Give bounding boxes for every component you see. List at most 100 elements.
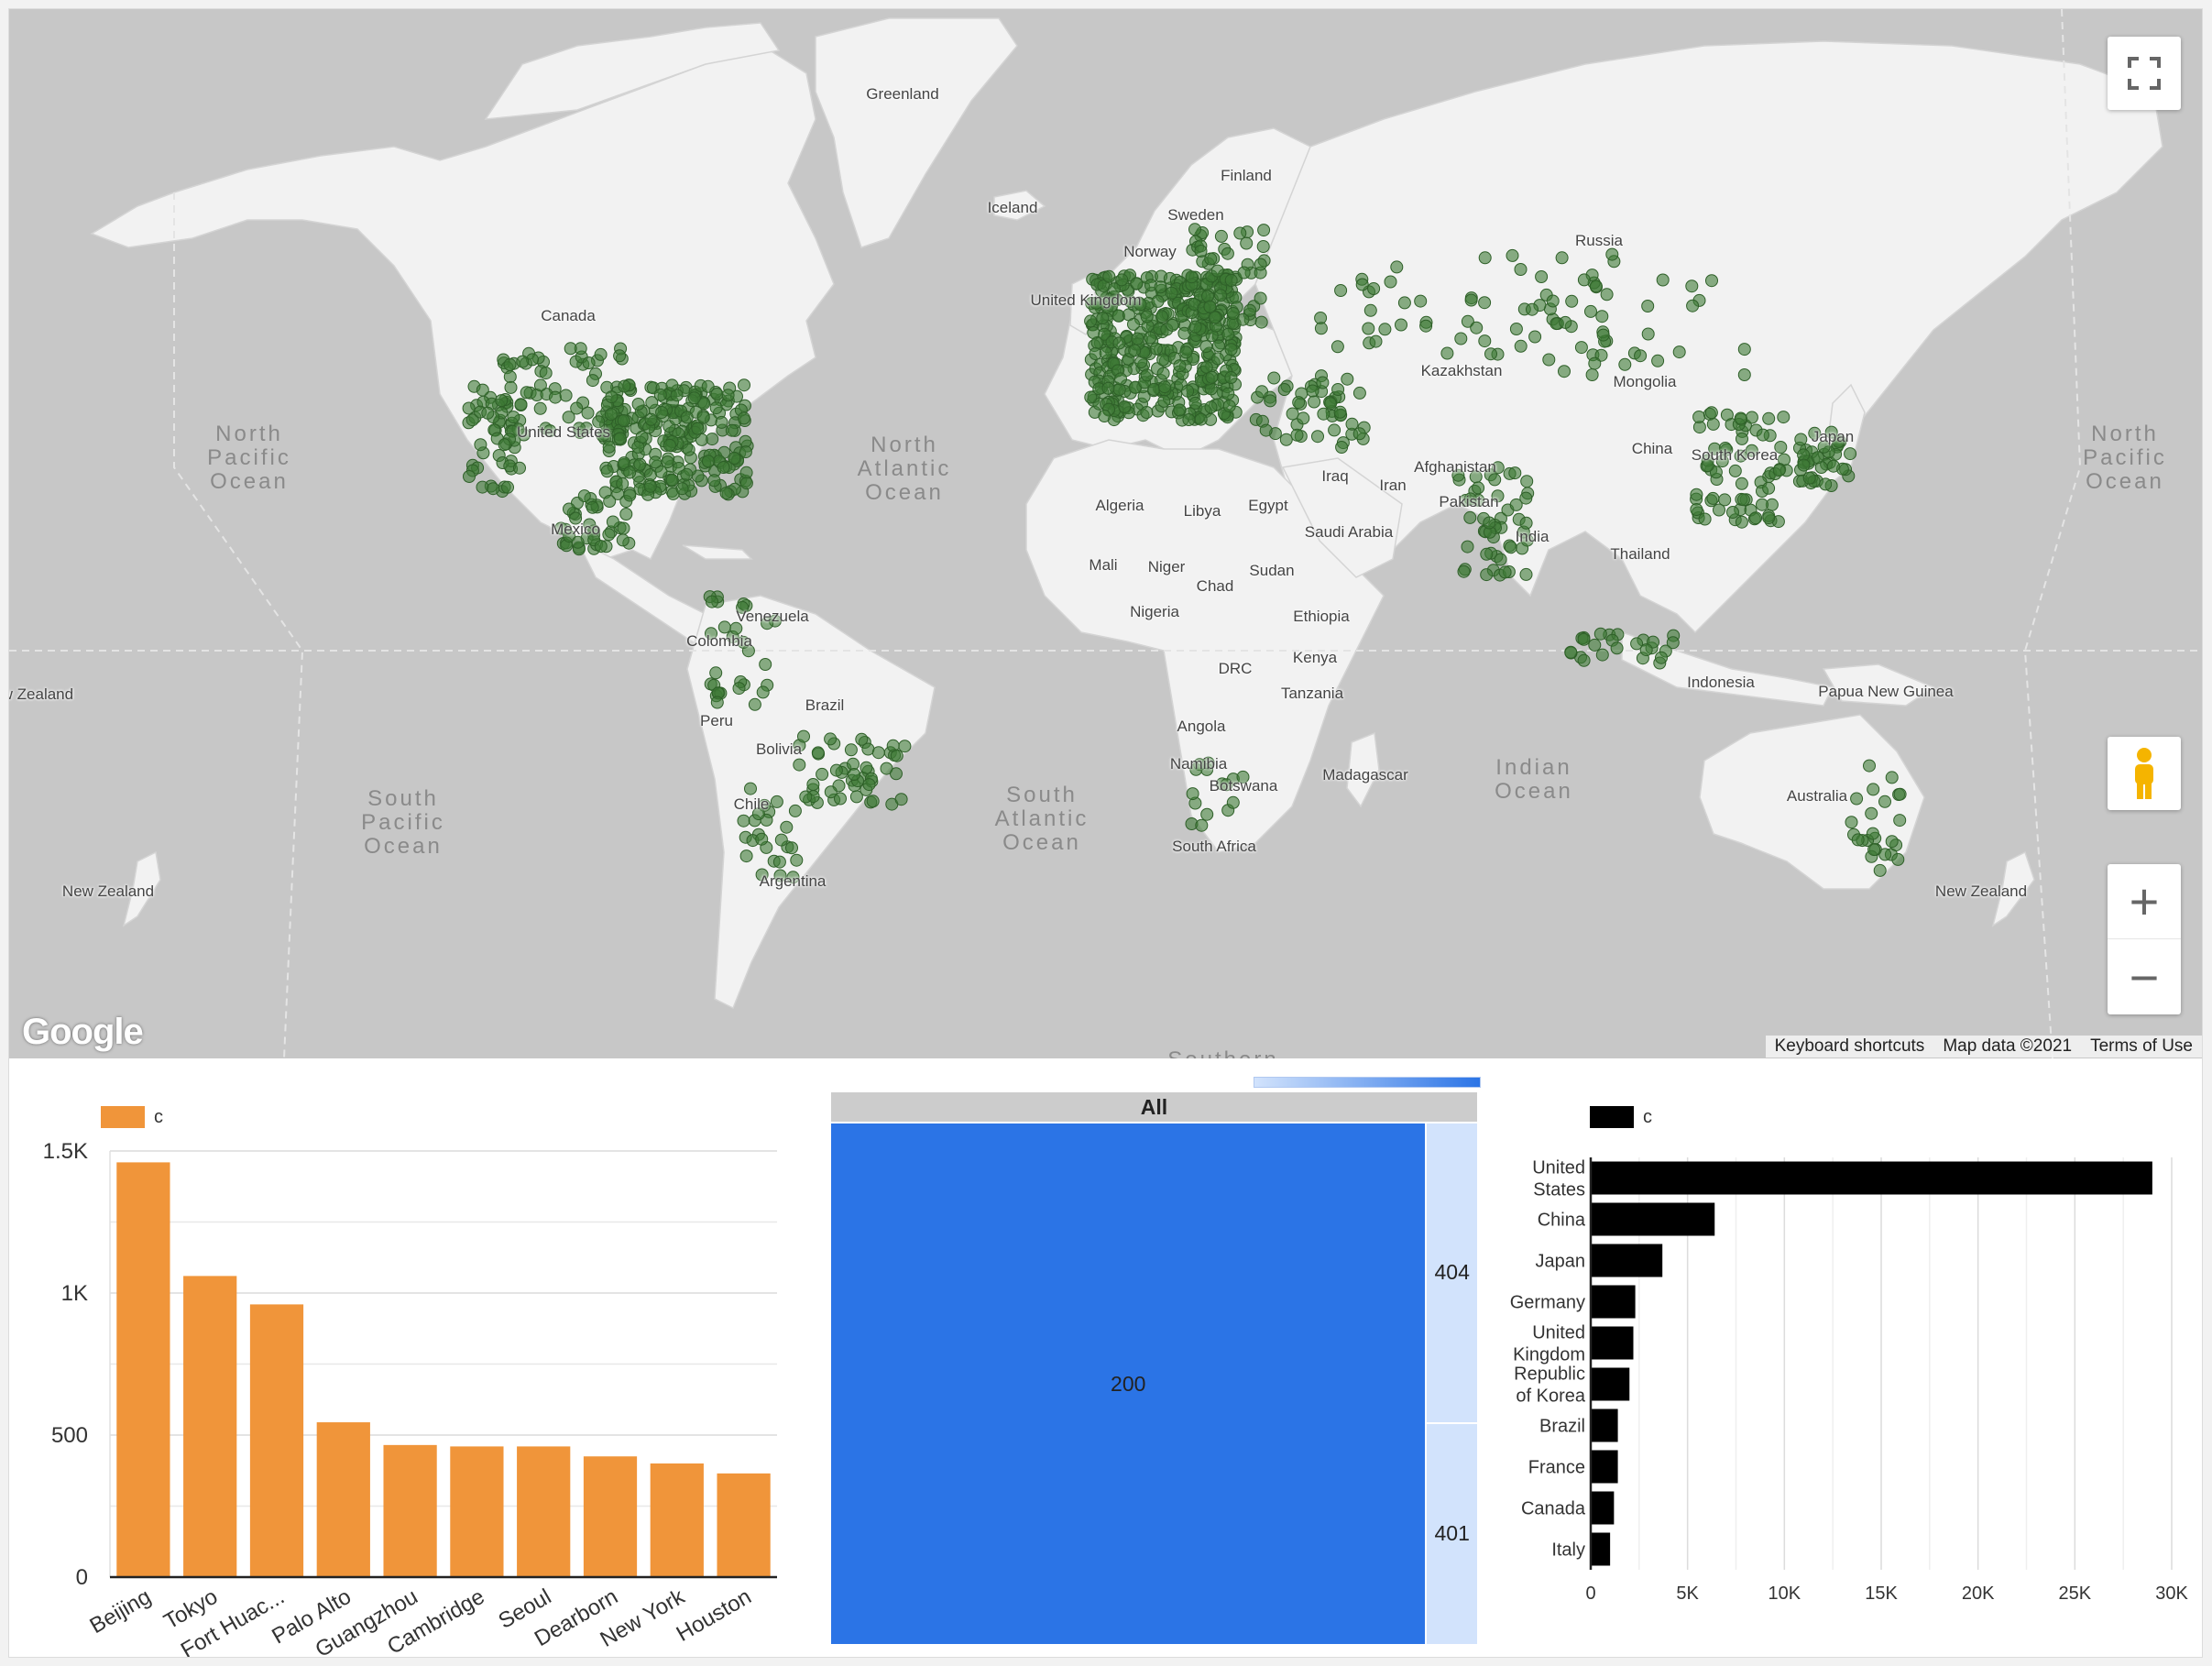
location-marker[interactable] bbox=[1735, 515, 1748, 529]
location-marker[interactable] bbox=[806, 778, 820, 791]
bar[interactable] bbox=[116, 1162, 170, 1577]
location-marker[interactable] bbox=[1297, 411, 1310, 425]
location-marker[interactable] bbox=[1457, 564, 1471, 578]
terms-of-use-link[interactable]: Terms of Use bbox=[2090, 1036, 2193, 1056]
location-marker[interactable] bbox=[1824, 425, 1838, 439]
location-marker[interactable] bbox=[1108, 282, 1121, 296]
google-logo[interactable]: Google bbox=[22, 1012, 144, 1052]
location-marker[interactable] bbox=[1259, 423, 1273, 437]
location-marker[interactable] bbox=[1101, 381, 1115, 395]
location-marker[interactable] bbox=[799, 790, 813, 804]
location-marker[interactable] bbox=[1519, 567, 1533, 581]
location-marker[interactable] bbox=[1165, 286, 1178, 300]
location-marker[interactable] bbox=[1589, 279, 1603, 293]
location-marker[interactable] bbox=[1440, 346, 1454, 360]
location-marker[interactable] bbox=[1520, 475, 1534, 488]
location-marker[interactable] bbox=[1478, 251, 1492, 265]
location-marker[interactable] bbox=[513, 461, 526, 475]
location-marker[interactable] bbox=[603, 495, 617, 508]
location-marker[interactable] bbox=[635, 430, 649, 444]
location-marker[interactable] bbox=[1595, 310, 1609, 323]
location-marker[interactable] bbox=[1098, 410, 1111, 422]
location-marker[interactable] bbox=[643, 479, 657, 493]
location-marker[interactable] bbox=[719, 487, 733, 500]
location-marker[interactable] bbox=[715, 415, 728, 429]
location-marker[interactable] bbox=[1133, 298, 1147, 312]
location-marker[interactable] bbox=[616, 533, 630, 547]
location-marker[interactable] bbox=[1224, 273, 1238, 287]
location-marker[interactable] bbox=[1194, 245, 1208, 258]
location-marker[interactable] bbox=[623, 488, 637, 502]
location-marker[interactable] bbox=[1867, 783, 1880, 796]
location-marker[interactable] bbox=[793, 758, 806, 772]
location-marker[interactable] bbox=[738, 378, 750, 392]
bar[interactable] bbox=[1591, 1244, 1663, 1277]
location-marker[interactable] bbox=[1736, 432, 1748, 445]
zoom-in-button[interactable]: + bbox=[2108, 864, 2181, 939]
location-marker[interactable] bbox=[706, 595, 718, 608]
location-marker[interactable] bbox=[1290, 428, 1304, 442]
location-marker[interactable] bbox=[1099, 346, 1112, 359]
bar[interactable] bbox=[1591, 1367, 1630, 1401]
location-marker[interactable] bbox=[1715, 455, 1729, 468]
location-marker[interactable] bbox=[1672, 345, 1686, 359]
location-marker[interactable] bbox=[1690, 488, 1703, 501]
location-marker[interactable] bbox=[1574, 341, 1588, 355]
bar[interactable] bbox=[1591, 1161, 2152, 1195]
location-marker[interactable] bbox=[785, 841, 798, 855]
location-marker[interactable] bbox=[1155, 310, 1168, 323]
location-marker[interactable] bbox=[1745, 444, 1758, 457]
location-marker[interactable] bbox=[848, 768, 860, 781]
location-marker[interactable] bbox=[1749, 511, 1763, 525]
location-marker[interactable] bbox=[824, 732, 838, 746]
location-marker[interactable] bbox=[1745, 411, 1758, 424]
location-marker[interactable] bbox=[737, 411, 750, 425]
location-marker[interactable] bbox=[1610, 641, 1624, 655]
location-marker[interactable] bbox=[516, 355, 530, 368]
location-marker[interactable] bbox=[709, 401, 723, 415]
location-marker[interactable] bbox=[1395, 318, 1407, 332]
location-marker[interactable] bbox=[682, 443, 695, 456]
location-marker[interactable] bbox=[1341, 372, 1354, 386]
location-marker[interactable] bbox=[1208, 311, 1221, 324]
location-marker[interactable] bbox=[1772, 464, 1786, 477]
location-marker[interactable] bbox=[474, 438, 487, 452]
location-marker[interactable] bbox=[1706, 491, 1720, 505]
location-marker[interactable] bbox=[761, 617, 774, 630]
location-marker[interactable] bbox=[1205, 370, 1219, 384]
location-marker[interactable] bbox=[739, 477, 753, 490]
location-marker[interactable] bbox=[780, 820, 794, 834]
location-marker[interactable] bbox=[1480, 568, 1494, 582]
location-marker[interactable] bbox=[675, 482, 689, 496]
location-marker[interactable] bbox=[890, 749, 903, 762]
location-marker[interactable] bbox=[1316, 376, 1330, 389]
location-marker[interactable] bbox=[1564, 645, 1578, 659]
location-marker[interactable] bbox=[701, 379, 715, 393]
location-marker[interactable] bbox=[1317, 407, 1330, 421]
location-marker[interactable] bbox=[1718, 493, 1732, 507]
location-marker[interactable] bbox=[1419, 319, 1433, 333]
location-marker[interactable] bbox=[890, 767, 903, 781]
location-marker[interactable] bbox=[1878, 848, 1892, 861]
location-marker[interactable] bbox=[755, 832, 769, 846]
location-marker[interactable] bbox=[463, 470, 476, 483]
location-marker[interactable] bbox=[1596, 328, 1610, 342]
location-marker[interactable] bbox=[707, 474, 721, 488]
location-marker[interactable] bbox=[649, 455, 663, 469]
location-marker[interactable] bbox=[465, 413, 479, 427]
location-marker[interactable] bbox=[844, 743, 858, 757]
location-marker[interactable] bbox=[549, 390, 562, 404]
location-marker[interactable] bbox=[866, 795, 880, 808]
bar[interactable] bbox=[183, 1276, 237, 1577]
location-marker[interactable] bbox=[1692, 411, 1706, 423]
location-marker[interactable] bbox=[507, 411, 520, 424]
location-marker[interactable] bbox=[1577, 653, 1591, 667]
location-marker[interactable] bbox=[1509, 323, 1523, 335]
location-marker[interactable] bbox=[717, 461, 730, 474]
location-marker[interactable] bbox=[1222, 400, 1236, 413]
location-marker[interactable] bbox=[1655, 651, 1668, 664]
location-marker[interactable] bbox=[1528, 330, 1542, 344]
location-marker[interactable] bbox=[1506, 248, 1519, 262]
location-marker[interactable] bbox=[1188, 320, 1202, 334]
location-marker[interactable] bbox=[1236, 312, 1250, 326]
